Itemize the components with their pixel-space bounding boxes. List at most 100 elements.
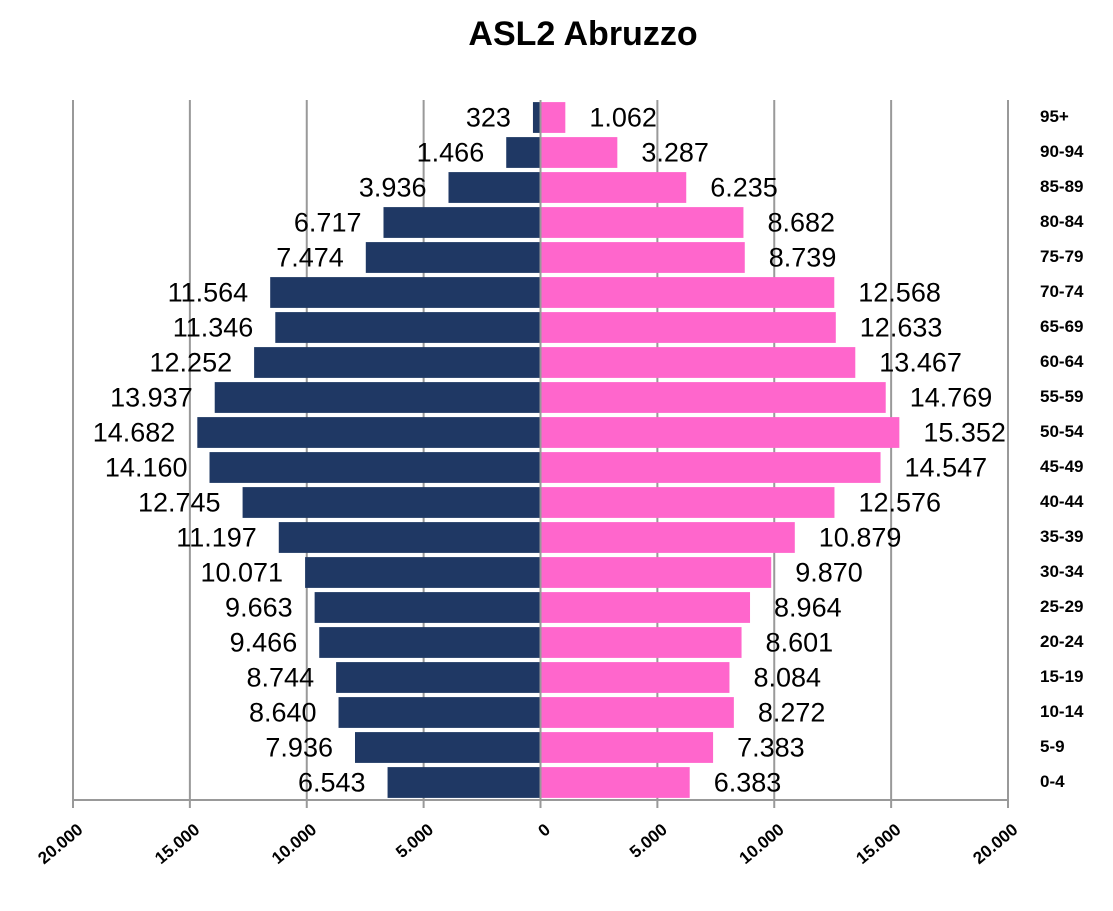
value-label: 3.287 [641, 138, 709, 168]
value-label: 8.739 [769, 243, 837, 273]
category-label: 25-29 [1040, 597, 1083, 616]
value-label: 6.383 [714, 768, 782, 798]
category-label: 0-4 [1040, 772, 1065, 791]
value-label: 1.466 [417, 138, 485, 168]
chart-title: ASL2 Abruzzo [468, 15, 697, 53]
bar [314, 592, 541, 623]
value-label: 11.197 [176, 523, 257, 553]
category-label: 35-39 [1040, 527, 1083, 546]
category-label: 95+ [1040, 107, 1069, 126]
value-label: 9.663 [225, 593, 293, 623]
x-tick-label: 20.000 [34, 820, 86, 868]
bar [387, 767, 541, 798]
value-label: 8.682 [767, 208, 835, 238]
category-label: 15-19 [1040, 667, 1083, 686]
bar [254, 347, 541, 378]
value-label: 14.547 [905, 453, 988, 483]
category-label: 55-59 [1040, 387, 1083, 406]
value-label: 12.568 [858, 278, 941, 308]
x-tick-label: 15.000 [853, 820, 905, 868]
bar [448, 172, 541, 203]
x-tick-label: 0 [534, 820, 553, 841]
bar [305, 557, 541, 588]
x-tick-label: 5.000 [392, 820, 437, 862]
x-tick-label: 5.000 [626, 820, 671, 862]
value-label: 10.879 [819, 523, 902, 553]
bar [540, 452, 881, 483]
value-label: 8.084 [753, 663, 821, 693]
bar [214, 382, 541, 413]
bar [540, 277, 835, 308]
category-label: 65-69 [1040, 317, 1083, 336]
value-label: 12.576 [858, 488, 941, 518]
category-label: 80-84 [1040, 212, 1084, 231]
x-tick-label: 10.000 [736, 820, 788, 868]
bar [540, 382, 886, 413]
bar [278, 522, 541, 553]
bar [540, 487, 835, 518]
value-label: 14.769 [910, 383, 993, 413]
value-label: 13.467 [879, 348, 962, 378]
category-label: 85-89 [1040, 177, 1083, 196]
bar [540, 207, 744, 238]
value-label: 12.633 [860, 313, 943, 343]
value-label: 11.564 [168, 278, 249, 308]
category-label: 60-64 [1040, 352, 1084, 371]
value-label: 8.744 [247, 663, 315, 693]
x-tick-label: 20.000 [969, 820, 1021, 868]
value-label: 7.936 [265, 733, 333, 763]
value-label: 13.937 [110, 383, 193, 413]
category-label: 70-74 [1040, 282, 1084, 301]
value-label: 7.383 [737, 733, 805, 763]
bar [354, 732, 541, 763]
bar [540, 172, 687, 203]
category-label: 10-14 [1040, 702, 1084, 721]
bar [197, 417, 541, 448]
value-label: 8.272 [758, 698, 826, 728]
value-label: 15.352 [923, 418, 1006, 448]
value-label: 6.717 [294, 208, 362, 238]
value-label: 3.936 [359, 173, 427, 203]
category-label: 45-49 [1040, 457, 1083, 476]
bar [365, 242, 541, 273]
value-label: 10.071 [200, 558, 283, 588]
bar [319, 627, 541, 658]
category-label: 75-79 [1040, 247, 1083, 266]
category-label: 40-44 [1040, 492, 1084, 511]
value-label: 8.640 [249, 698, 317, 728]
bar [540, 697, 734, 728]
value-label: 9.870 [795, 558, 863, 588]
x-tick-label: 15.000 [151, 820, 203, 868]
bar [540, 417, 900, 448]
bar [540, 102, 566, 133]
value-label: 14.160 [105, 453, 188, 483]
value-label: 14.682 [93, 418, 176, 448]
bar [383, 207, 541, 238]
value-label: 9.466 [230, 628, 298, 658]
bar [275, 312, 541, 343]
bar [336, 662, 541, 693]
bar [532, 102, 541, 133]
value-label: 8.601 [766, 628, 834, 658]
value-label: 323 [466, 103, 511, 133]
value-label: 6.543 [298, 768, 366, 798]
bar [540, 137, 618, 168]
bar [242, 487, 541, 518]
bar [540, 522, 795, 553]
category-label: 90-94 [1040, 142, 1084, 161]
bar [540, 767, 690, 798]
bar [540, 347, 856, 378]
x-tick-label: 10.000 [268, 820, 320, 868]
bar [540, 557, 772, 588]
category-label: 50-54 [1040, 422, 1084, 441]
bar [540, 732, 714, 763]
value-label: 12.745 [138, 488, 221, 518]
value-label: 8.964 [774, 593, 842, 623]
value-label: 6.235 [710, 173, 778, 203]
category-label: 30-34 [1040, 562, 1084, 581]
bar [338, 697, 541, 728]
bar [540, 312, 836, 343]
bar [270, 277, 541, 308]
value-label: 1.062 [589, 103, 657, 133]
